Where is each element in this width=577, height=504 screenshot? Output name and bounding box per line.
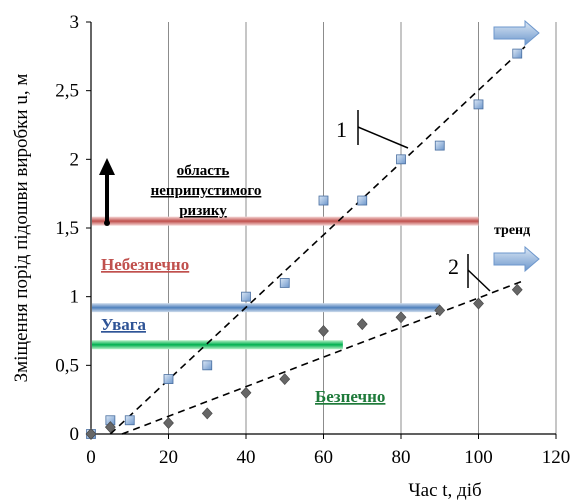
point-series-1-9 (396, 154, 406, 165)
point-series-1-10 (434, 140, 445, 151)
trend-line-series-1 (109, 46, 526, 435)
point-series-2-4 (240, 386, 252, 399)
x-tick-label-80: 80 (392, 447, 411, 468)
axes (86, 21, 557, 439)
zone-danger-label: Небезпечно (101, 255, 189, 274)
y-axis-title: Зміщення порід підошви виробки u, м (11, 74, 32, 383)
series-1-label: 1 (336, 117, 347, 142)
series-1-callout: 1 (336, 110, 409, 149)
point-series-2-7 (356, 318, 368, 331)
y-tick-label-0,5: 0,5 (55, 355, 79, 376)
point-series-2-10 (473, 297, 484, 310)
trend-label: тренд (494, 223, 530, 238)
point-series-2-0 (85, 428, 97, 440)
point-series-2-3 (201, 407, 213, 420)
zone-bands (92, 216, 479, 350)
series-2-callout-leader (467, 269, 491, 292)
y-tick-label-2,5: 2,5 (55, 81, 79, 102)
zone-band-1 (92, 303, 440, 313)
point-series-2-11 (511, 283, 523, 296)
unacceptable-risk-line3: ризику (179, 203, 227, 219)
point-series-1-7 (318, 195, 329, 206)
point-series-2-2 (163, 417, 174, 429)
unacceptable-risk-line2: неприпустимого (151, 183, 262, 199)
series-2-callout: 2 (448, 254, 491, 292)
point-series-1-8 (357, 195, 368, 206)
x-tick-label-60: 60 (314, 447, 333, 468)
x-tick-label-20: 20 (159, 447, 178, 468)
point-series-2-8 (395, 311, 407, 324)
zone-band-0 (92, 216, 479, 226)
trend-arrow-icon-1 (493, 19, 540, 47)
point-series-1-5 (241, 291, 251, 302)
trend-lines (109, 46, 526, 435)
x-axis-title: Час t, діб (408, 480, 481, 501)
point-series-2-9 (434, 304, 446, 317)
y-tick-label-3: 3 (70, 12, 80, 33)
x-tick-label-120: 120 (542, 447, 571, 468)
zone-attention-label: Увага (101, 315, 146, 334)
zone-band-2 (92, 340, 343, 350)
data-points (85, 48, 523, 440)
trend-arrow-icon-2 (493, 245, 540, 273)
point-series-1-3 (163, 374, 174, 384)
grid (168, 22, 557, 434)
point-series-2-5 (279, 373, 291, 386)
x-tick-label-100: 100 (464, 447, 493, 468)
point-series-1-11 (473, 99, 484, 110)
series-2-label: 2 (448, 254, 459, 279)
point-series-1-6 (279, 278, 290, 288)
point-series-1-12 (512, 48, 523, 59)
point-series-1-4 (202, 360, 213, 371)
point-series-1-2 (124, 415, 135, 426)
unacceptable-risk-line1: область (177, 163, 230, 179)
series-1-callout-leader (357, 126, 409, 149)
y-tick-label-1,5: 1,5 (55, 218, 79, 239)
y-tick-label-0: 0 (70, 424, 80, 445)
zone-safe-label: Безпечно (315, 387, 385, 406)
point-series-2-1 (104, 421, 116, 434)
unacceptable-risk-dot (104, 220, 110, 226)
y-tick-label-2: 2 (70, 149, 80, 170)
x-tick-label-40: 40 (237, 447, 256, 468)
unacceptable-risk-annotation: область неприпустимого ризику (99, 158, 261, 226)
y-tick-label-1: 1 (70, 287, 80, 308)
tick-labels: 0 20 40 60 80 100 120 0 0,5 1 1,5 2 2,5 3 (55, 12, 570, 468)
unacceptable-risk-arrowhead (99, 158, 115, 175)
point-series-2-6 (318, 325, 329, 337)
x-tick-label-0: 0 (86, 447, 96, 468)
